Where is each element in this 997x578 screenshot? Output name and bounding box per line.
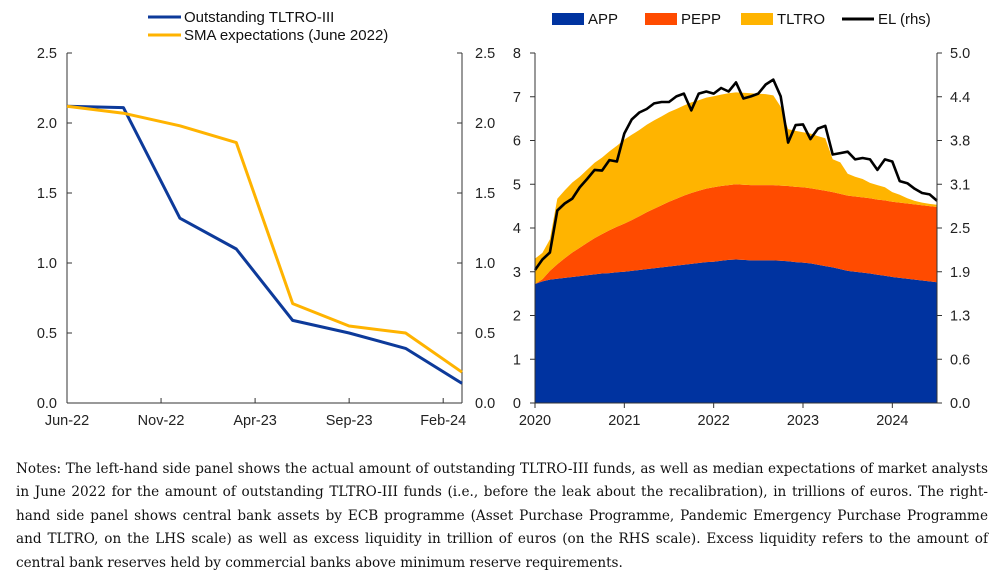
right-y2-tick-label: 3.8 [950,134,970,150]
left-y-right-tick-label: 1.0 [475,256,495,272]
right-x-tick-label: 2023 [787,413,819,429]
right-y2-tick-label: 3.1 [950,177,970,193]
right-legend-label: TLTRO [777,11,825,28]
right-y2-tick-label: 0.0 [950,396,970,412]
right-series-line-el [533,78,938,271]
right-area-pepp [535,184,937,284]
right-y-tick-label: 2 [513,309,521,325]
left-series-line-1 [66,104,463,385]
right-legend-swatch [645,13,677,25]
left-y-tick-label: 2.0 [37,116,57,132]
left-x-tick-label: Nov-22 [138,413,185,429]
right-legend-label: EL (rhs) [878,11,931,28]
right-y-tick-label: 8 [513,46,521,62]
left-y-right-tick-label: 0.5 [475,326,495,342]
right-area-tltro [535,92,937,285]
right-y2-tick-label: 2.5 [950,221,970,237]
left-series-line-2 [66,104,463,374]
right-chart-panel: 0 1 2 3 4 5 6 7 8 0.0 0.6 1.3 1.9 2.5 3.1 3.8 4.4 5.0 2020… [513,11,970,429]
charts-figure: 0.0 0.5 1.0 1.5 2.0 2.5 0.0 0.5 1.0 1.5 2.0 2.5 Jun-… [37,9,970,429]
right-area-app [535,259,937,403]
left-x-tick-label: Jun-22 [45,413,89,429]
right-y2-tick-label: 4.4 [950,90,970,106]
right-y2-tick-label: 1.9 [950,265,970,281]
right-legend-swatch [552,13,584,25]
left-x-tick-label: Apr-23 [233,413,277,429]
left-x-tick-label: Feb-24 [420,413,466,429]
left-y-right-tick-label: 0.0 [475,396,495,412]
right-x-tick-label: 2020 [519,413,551,429]
left-y-tick-label: 1.5 [37,186,57,202]
left-chart-panel: 0.0 0.5 1.0 1.5 2.0 2.5 0.0 0.5 1.0 1.5 2.0 2.5 Jun-… [37,9,495,429]
right-y-tick-label: 7 [513,90,521,106]
left-x-tick-label: Sep-23 [326,413,373,429]
right-y-tick-label: 0 [513,396,521,412]
right-x-tick-label: 2021 [608,413,640,429]
right-y2-tick-label: 1.3 [950,309,970,325]
left-y-right-tick-label: 2.5 [475,46,495,62]
left-y-tick-label: 1.0 [37,256,57,272]
right-y-tick-label: 4 [513,221,521,237]
right-legend-label: PEPP [681,11,721,28]
right-legend-swatch [741,13,773,25]
left-y-right-tick-label: 1.5 [475,186,495,202]
left-legend-label: SMA expectations (June 2022) [184,27,388,44]
right-y-tick-label: 1 [513,352,521,368]
right-x-tick-label: 2022 [698,413,730,429]
left-y-tick-label: 0.0 [37,396,57,412]
right-y2-tick-label: 0.6 [950,352,970,368]
right-y-tick-label: 5 [513,177,521,193]
left-y-right-tick-label: 2.0 [475,116,495,132]
right-y-tick-label: 3 [513,265,521,281]
right-y-tick-label: 6 [513,134,521,150]
left-y-tick-label: 0.5 [37,326,57,342]
chart-notes: Notes: The left-hand side panel shows th… [16,461,988,571]
right-x-tick-label: 2024 [876,413,908,429]
left-legend-label: Outstanding TLTRO-III [184,9,334,26]
right-y2-tick-label: 5.0 [950,46,970,62]
left-y-tick-label: 2.5 [37,46,57,62]
right-legend-label: APP [588,11,618,28]
